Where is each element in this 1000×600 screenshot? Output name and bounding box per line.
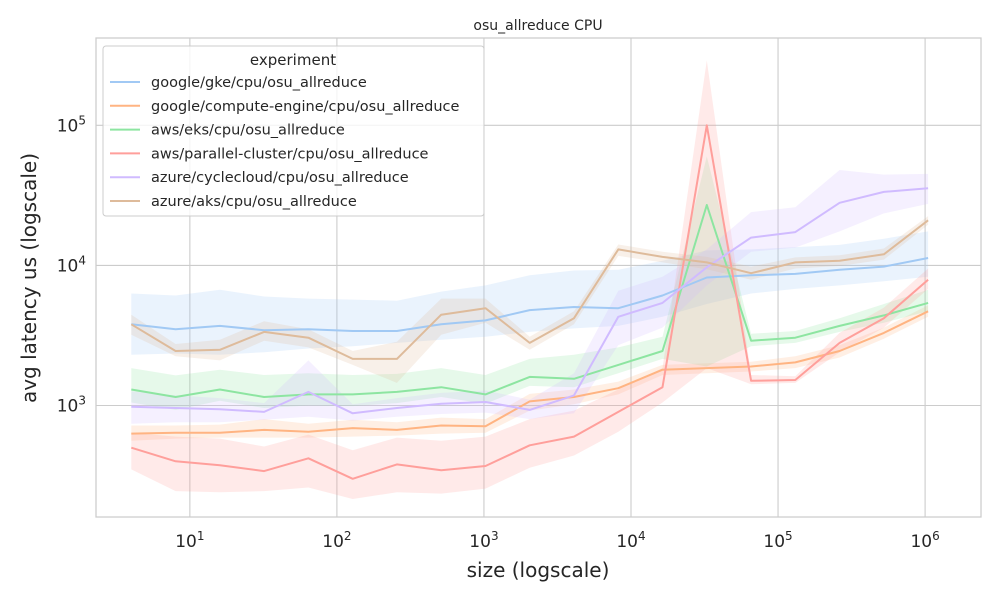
- legend-box: [102, 45, 485, 217]
- legend-label: aws/eks/cpu/osu_allreduce: [151, 123, 345, 139]
- confidence-band: [131, 216, 929, 383]
- series-line: [131, 124, 929, 480]
- x-axis-label: size (logscale): [467, 558, 610, 582]
- y-tick-label: 105: [57, 113, 86, 136]
- legend-label: google/gke/cpu/osu_allreduce: [151, 75, 367, 91]
- confidence-band: [131, 60, 929, 499]
- legend: experiment google/gke/cpu/osu_allreduceg…: [102, 45, 485, 217]
- legend-title: experiment: [250, 51, 336, 69]
- legend-items: google/gke/cpu/osu_allreduce google/compu…: [110, 75, 460, 210]
- confidence-bands: [131, 60, 929, 499]
- x-tick-label: 105: [763, 529, 792, 552]
- legend-label: azure/cyclecloud/cpu/osu_allreduce: [151, 170, 409, 186]
- legend-label: aws/parallel-cluster/cpu/osu_allreduce: [151, 146, 429, 162]
- x-tick-label: 106: [910, 529, 939, 552]
- series-lines: [130, 124, 929, 480]
- series-line: [131, 204, 929, 398]
- y-tick-labels: 103 104 105: [57, 113, 86, 416]
- y-axis-label: avg latency us (logscale): [17, 153, 41, 403]
- chart-title: osu_allreduce CPU: [473, 18, 602, 34]
- y-tick-label: 103: [57, 394, 86, 417]
- series-line: [131, 310, 929, 435]
- confidence-band: [131, 305, 929, 441]
- legend-label: google/compute-engine/cpu/osu_allreduce: [151, 99, 460, 115]
- series-line: [131, 257, 929, 332]
- series-line: [130, 219, 929, 360]
- confidence-band: [131, 231, 929, 355]
- confidence-band: [131, 170, 929, 424]
- y-tick-label: 104: [57, 253, 86, 276]
- x-tick-label: 104: [616, 529, 645, 552]
- x-tick-label: 102: [322, 529, 351, 552]
- x-tick-labels: 101 102 103 104 105 106: [175, 529, 940, 552]
- confidence-band: [131, 156, 929, 410]
- x-tick-label: 101: [175, 529, 204, 552]
- series-line: [131, 187, 929, 415]
- legend-label: azure/aks/cpu/osu_allreduce: [151, 194, 357, 210]
- plot-frame: [95, 37, 982, 518]
- x-tick-label: 103: [469, 529, 498, 552]
